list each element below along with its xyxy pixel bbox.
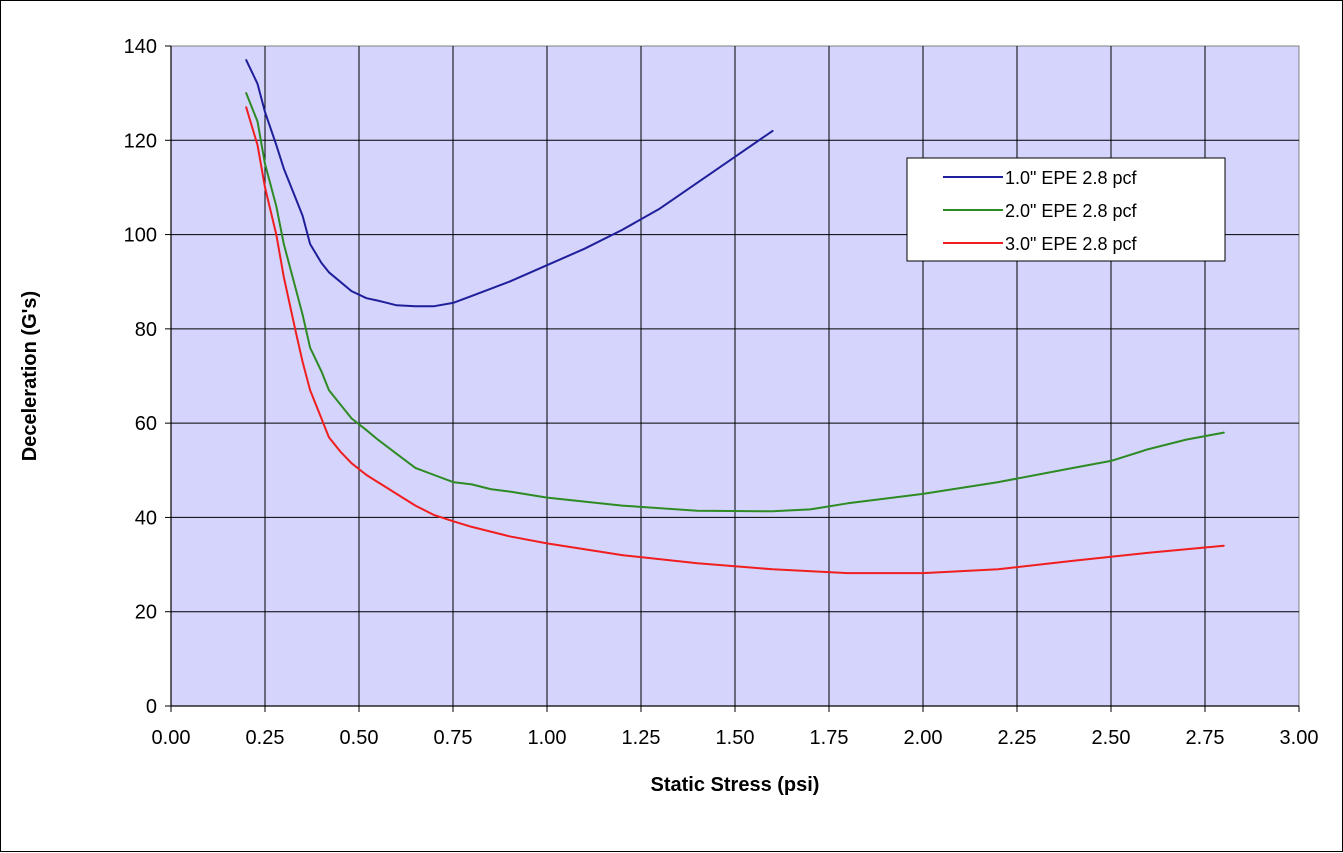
y-tick-label: 80 xyxy=(135,319,157,341)
y-tick-label: 60 xyxy=(135,413,157,435)
legend-label-3: 3.0" EPE 2.8 pcf xyxy=(1005,234,1137,254)
x-tick-label: 0.75 xyxy=(434,727,473,749)
y-tick-label: 40 xyxy=(135,507,157,529)
x-tick-label: 1.25 xyxy=(622,727,661,749)
legend-items: 1.0" EPE 2.8 pcf 2.0" EPE 2.8 pcf 3.0" EPE… xyxy=(943,168,1137,254)
y-tick-label: 120 xyxy=(124,130,157,152)
y-axis-title: Deceleration (G's) xyxy=(19,291,41,461)
legend: 1.0" EPE 2.8 pcf 2.0" EPE 2.8 pcf 3.0" EPE… xyxy=(906,157,1226,262)
x-tick-label: 3.00 xyxy=(1280,727,1319,749)
x-axis-ticks: 0.00 0.25 0.50 0.75 1.00 1.25 1.50 1.75 2.00 2.25… xyxy=(152,705,1319,749)
legend-label-1: 1.0" EPE 2.8 pcf xyxy=(1005,168,1137,188)
series-line-2 xyxy=(245,92,1225,513)
y-tick-label: 100 xyxy=(124,225,157,247)
x-tick-label: 1.50 xyxy=(716,727,755,749)
x-axis-title: Static Stress (psi) xyxy=(651,774,820,796)
y-tick-label: 0 xyxy=(146,696,157,718)
series-line-3 xyxy=(245,106,1225,575)
series-line-1 xyxy=(245,59,774,308)
series-lines xyxy=(245,59,1225,575)
x-tick-label: 2.25 xyxy=(998,727,1037,749)
legend-label-2: 2.0" EPE 2.8 pcf xyxy=(1005,201,1137,221)
x-tick-label: 2.00 xyxy=(904,727,943,749)
x-tick-label: 0.00 xyxy=(152,727,191,749)
x-tick-label: 1.00 xyxy=(528,727,567,749)
x-tick-label: 2.50 xyxy=(1092,727,1131,749)
x-tick-label: 2.75 xyxy=(1186,727,1225,749)
x-tick-label: 0.50 xyxy=(340,727,379,749)
x-tick-label: 0.25 xyxy=(246,727,285,749)
y-axis-ticks: 0 20 40 60 80 100 120 140 xyxy=(124,36,172,718)
y-tick-label: 140 xyxy=(124,36,157,58)
y-tick-label: 20 xyxy=(135,602,157,624)
x-tick-label: 1.75 xyxy=(810,727,849,749)
